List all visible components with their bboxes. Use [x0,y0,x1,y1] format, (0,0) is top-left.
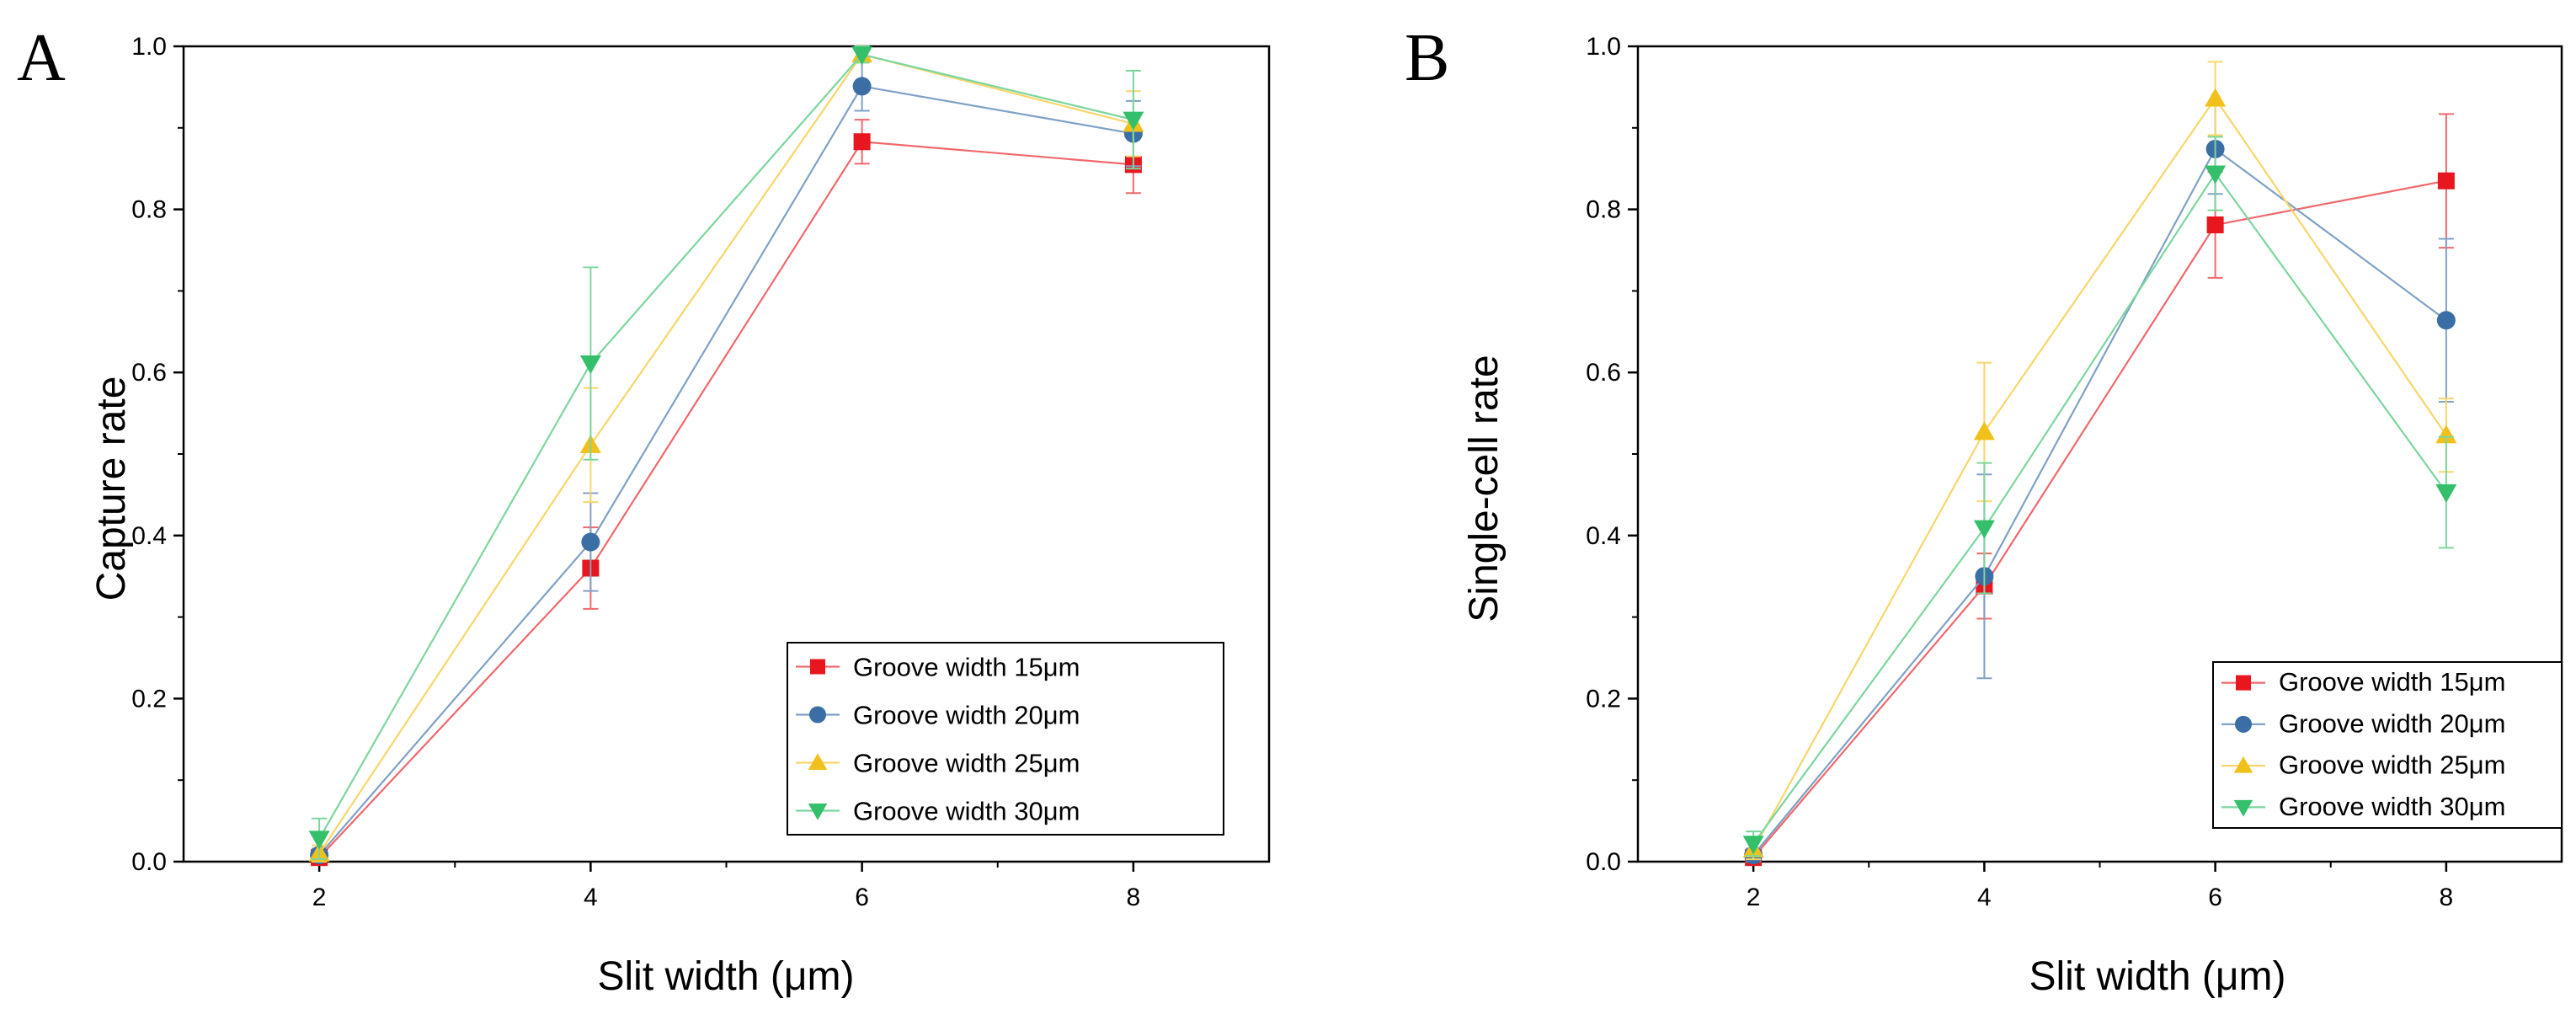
data-point [2436,311,2456,330]
y-tick-label: 0.8 [1586,196,1621,224]
x-tick-label: 4 [1977,884,1992,911]
legend-label: Groove width 30μm [2279,792,2505,821]
series-line [318,53,1134,840]
x-tick-label: 8 [2440,884,2454,911]
x-tick-label: 6 [855,884,869,911]
y-tick-label: 1.0 [131,33,167,61]
legend-item: Groove width 25μm [796,748,1080,777]
data-point [1973,421,1995,441]
data-point [2206,216,2224,233]
legend-label: Groove width 15μm [2279,667,2505,697]
series-line [1752,172,2447,845]
y-tick-label: 0.2 [131,685,167,713]
x-tick-label: 2 [1747,884,1761,911]
legend-label: Groove width 20μm [2279,708,2505,738]
data-point [1123,111,1144,131]
legend-item: Groove width 15μm [2221,667,2505,697]
legend-box [2212,661,2563,829]
y-tick-label: 0.6 [1586,359,1621,387]
legend-item: Groove width 15μm [796,652,1080,681]
data-point [2205,88,2227,107]
legend-item: Groove width 20μm [2221,708,2505,738]
legend-marker [2235,715,2252,733]
data-point [1742,836,1764,855]
legend: Groove width 15μm Groove width 20μm Groove… [787,642,1224,836]
data-point [2437,172,2455,190]
x-axis-title: Slit width (μm) [2029,954,2285,999]
legend-label: Groove width 20μm [853,700,1080,729]
data-point [2435,425,2457,444]
legend-label: Groove width 25μm [853,748,1080,777]
legend-marker [2236,675,2251,691]
x-axis-title: Slit width (μm) [597,954,854,999]
series-4 [1742,136,2457,857]
legend-marker [808,803,828,820]
legend-marker [2233,756,2253,773]
panel-label-b: B [1405,21,1449,95]
y-axis-title: Capture rate [89,376,134,601]
series-line [1752,147,2447,856]
series-line [1752,179,2447,858]
series-4 [308,45,1144,861]
y-tick-label: 0.6 [131,359,167,387]
data-point [853,133,871,151]
data-point [2205,165,2227,184]
chart-panel-a: A Slit width (μm) Capture rate 0.0 0.2 0.4… [17,21,1271,999]
legend-label: Groove width 30μm [853,796,1080,825]
legend-label: Groove width 15μm [853,652,1080,681]
legend-box [787,642,1224,836]
y-tick-label: 0.0 [1586,848,1621,876]
legend-label: Groove width 25μm [2279,750,2505,780]
y-tick-label: 0.4 [131,522,167,550]
legend-item: Groove width 25μm [2221,750,2505,780]
data-point [2435,483,2457,503]
series-line [1752,97,2447,851]
legend-item: Groove width 20μm [796,700,1080,729]
series-line [318,53,1134,854]
data-point [308,830,330,850]
legend-item: Groove width 30μm [796,796,1080,825]
legend-marker [810,659,825,675]
y-tick-label: 1.0 [1586,33,1621,61]
legend: Groove width 15μm Groove width 20μm Groove… [2212,661,2563,829]
y-tick-label: 0.8 [131,196,167,224]
x-tick-label: 4 [584,884,598,911]
x-tick-label: 2 [312,884,327,911]
data-point [579,355,601,375]
data-point [581,532,600,552]
data-point [851,46,873,66]
legend-marker [809,706,826,724]
y-tick-label: 0.2 [1586,685,1621,713]
data-point [1973,520,1995,539]
chart-panel-b: B Slit width (μm) Single-cell rate 0.0 0.… [1405,21,2563,999]
series-line [318,85,1134,856]
y-axis-title: Single-cell rate [1462,355,1507,622]
series-line [318,141,1133,858]
y-tick-label: 0.0 [131,848,167,876]
series-3 [1742,61,2457,861]
panel-label-a: A [17,21,66,95]
y-tick-label: 0.4 [1586,522,1621,550]
legend-item: Groove width 30μm [2221,792,2505,821]
data-point [852,77,872,96]
x-tick-label: 8 [1127,884,1141,911]
legend-marker [2233,799,2253,817]
legend-marker [808,753,828,771]
x-tick-label: 6 [2208,884,2222,911]
